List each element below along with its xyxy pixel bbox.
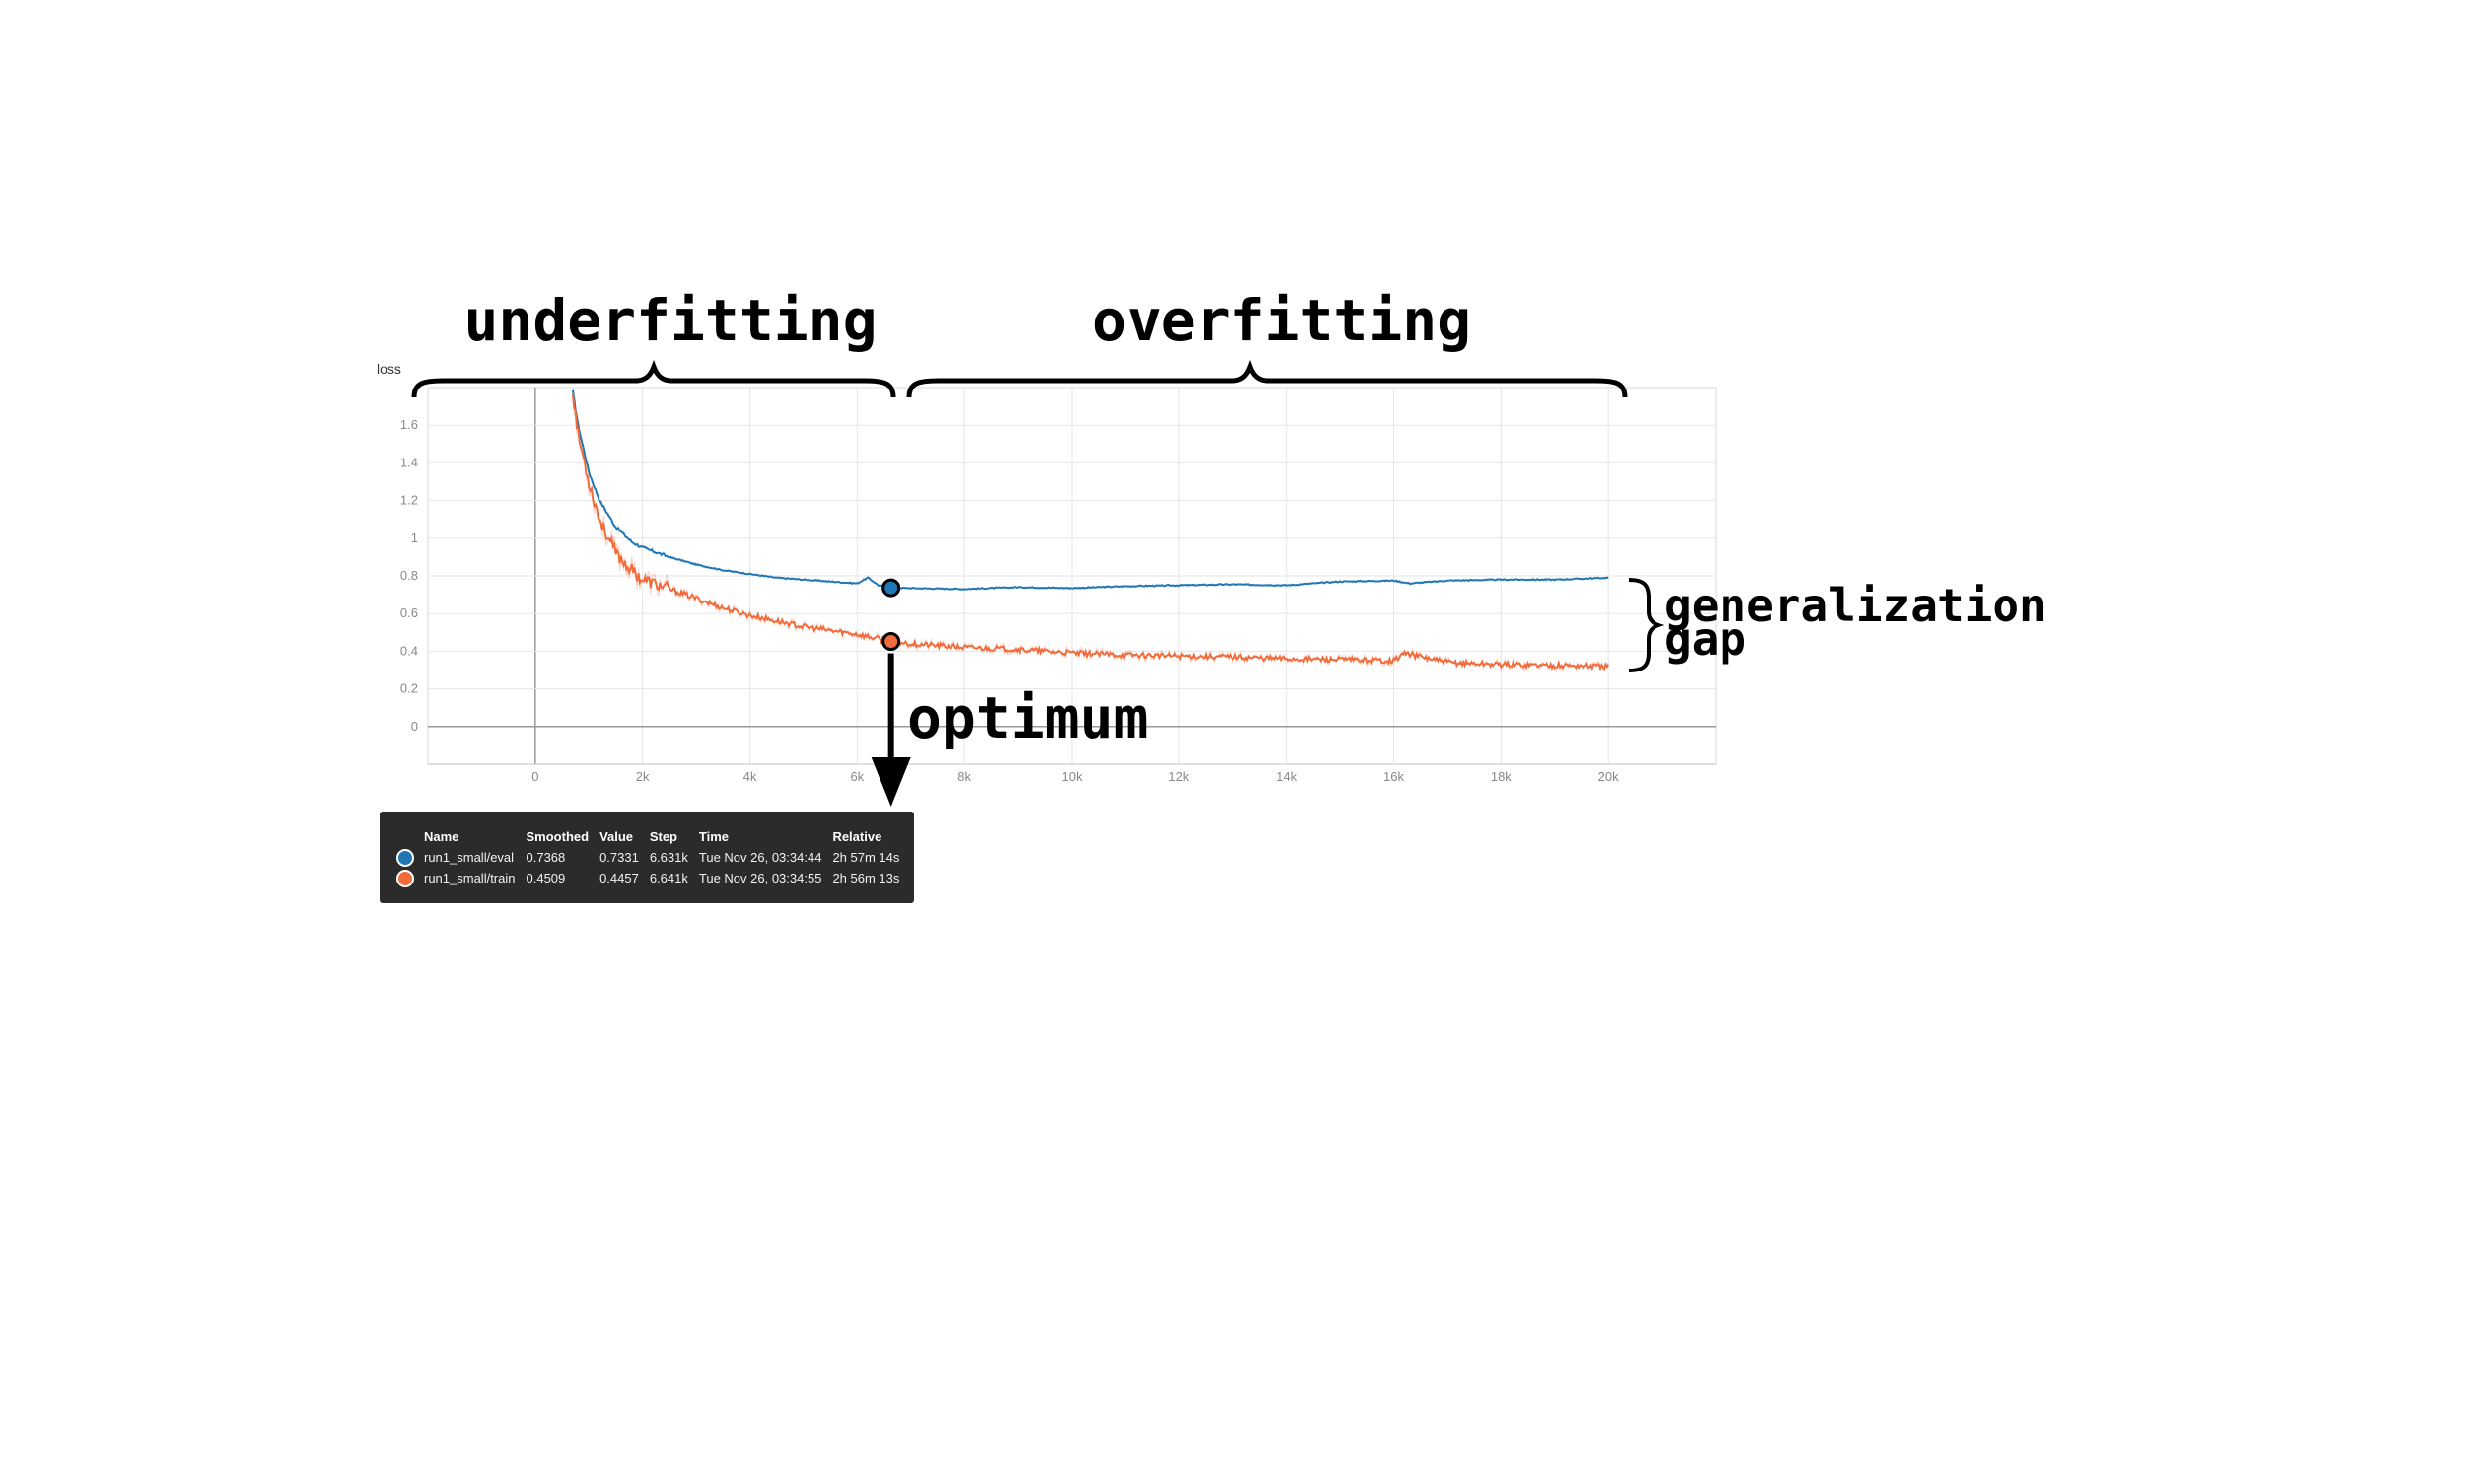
eval-dot-icon (396, 848, 414, 867)
x-tick-label: 20k (1598, 769, 1619, 784)
tooltip-cell-value: 0.7331 (599, 850, 639, 865)
tick-labels: 0 2k 4k 6k 8k 10k 12k 14k 16k 18k 20k 0 0.2 0.4 0.6 0.8… (400, 417, 1619, 784)
y-tick-label: 1 (411, 530, 418, 545)
gap-brace (1628, 578, 1665, 672)
underfitting-brace (411, 359, 896, 398)
series-line-train (571, 393, 1610, 671)
tooltip-header-step: Step (649, 829, 677, 844)
tooltip-header-row: Name Smoothed Value Step Time Relative (385, 826, 910, 847)
optimum-label: optimum (907, 684, 1148, 751)
tooltip-cell-relative: 2h 56m 13s (832, 871, 900, 885)
tooltip-cell-value: 0.4457 (599, 871, 639, 885)
generalization-label: generalization (1664, 579, 2047, 632)
optimum-markers (871, 578, 911, 807)
y-tick-label: 0.6 (400, 605, 418, 620)
tooltip-row-train: run1_small/train 0.4509 0.4457 6.641k Tu… (385, 868, 910, 888)
x-tick-label: 6k (850, 769, 864, 784)
tooltip-cell-smoothed: 0.4509 (526, 871, 566, 885)
y-tick-label: 1.4 (400, 455, 418, 469)
overfitting-brace (906, 359, 1628, 398)
y-tick-label: 0 (411, 719, 418, 734)
y-tick-label: 1.2 (400, 493, 418, 508)
train-color-swatch (385, 868, 424, 888)
x-tick-label: 18k (1491, 769, 1512, 784)
x-tick-label: 8k (957, 769, 971, 784)
series-raw-eval (572, 389, 1609, 592)
optimum-arrow-head (871, 757, 911, 807)
train-dot-icon (396, 869, 414, 887)
tooltip-cell-smoothed: 0.7368 (526, 850, 566, 865)
series-raw-train (572, 395, 1609, 673)
x-tick-label: 0 (531, 769, 538, 784)
gap-label: gap (1664, 612, 1746, 666)
tooltip-header-swatch (385, 826, 424, 847)
x-tick-label: 16k (1383, 769, 1404, 784)
underfitting-label: underfitting (463, 287, 877, 354)
tooltip-cell-step: 6.631k (649, 850, 688, 865)
y-tick-label: 0.4 (400, 643, 418, 658)
series-line-eval (571, 389, 1609, 591)
x-tick-label: 12k (1168, 769, 1189, 784)
x-tick-label: 4k (743, 769, 757, 784)
eval-color-swatch (385, 847, 424, 868)
y-axis-label: loss (377, 361, 401, 377)
tooltip-header-relative: Relative (832, 829, 882, 844)
tooltip-panel: Name Smoothed Value Step Time Relative r… (380, 812, 914, 903)
tooltip-cell-step: 6.641k (649, 871, 688, 885)
y-tick-label: 0.2 (400, 681, 418, 696)
tooltip-header-time: Time (698, 829, 729, 844)
y-tick-label: 0.8 (400, 568, 418, 583)
optimum-eval-marker (881, 578, 901, 598)
x-tick-label: 2k (636, 769, 650, 784)
x-tick-label: 14k (1276, 769, 1297, 784)
optimum-train-marker (881, 632, 901, 652)
tooltip-cell-name: run1_small/eval (424, 850, 515, 865)
tooltip-table: Name Smoothed Value Step Time Relative r… (385, 826, 910, 888)
tooltip-cell-relative: 2h 57m 14s (832, 850, 900, 865)
y-tick-label: 1.6 (400, 417, 418, 432)
tooltip-header-value: Value (599, 829, 634, 844)
tooltip-cell-name: run1_small/train (424, 871, 516, 885)
tooltip-header-name: Name (424, 829, 459, 844)
tooltip-cell-time: Tue Nov 26, 03:34:44 (698, 850, 822, 865)
x-tick-label: 10k (1062, 769, 1083, 784)
tooltip-row-eval: run1_small/eval 0.7368 0.7331 6.631k Tue… (385, 847, 910, 868)
series-layer (571, 389, 1610, 673)
grid (427, 387, 1717, 765)
overfitting-label: overfitting (1092, 287, 1471, 354)
tooltip-header-smoothed: Smoothed (526, 829, 590, 844)
tooltip-cell-time: Tue Nov 26, 03:34:55 (698, 871, 822, 885)
